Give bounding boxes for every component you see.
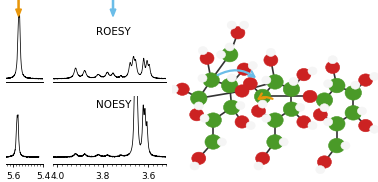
- Circle shape: [190, 162, 199, 170]
- Circle shape: [303, 90, 317, 103]
- Circle shape: [279, 138, 288, 146]
- Circle shape: [205, 135, 222, 149]
- Circle shape: [169, 85, 178, 93]
- Circle shape: [341, 142, 350, 150]
- Circle shape: [222, 78, 238, 93]
- Circle shape: [370, 125, 378, 133]
- Circle shape: [370, 72, 378, 80]
- Circle shape: [235, 116, 249, 128]
- Circle shape: [324, 118, 333, 126]
- Circle shape: [217, 138, 226, 146]
- Circle shape: [328, 116, 345, 131]
- Circle shape: [254, 162, 263, 170]
- Circle shape: [237, 63, 251, 75]
- Circle shape: [328, 78, 345, 93]
- Circle shape: [175, 83, 189, 95]
- Circle shape: [316, 93, 333, 107]
- Circle shape: [296, 103, 305, 111]
- Circle shape: [222, 47, 238, 62]
- Circle shape: [200, 52, 214, 64]
- Text: ROESY: ROESY: [96, 27, 131, 37]
- Circle shape: [225, 43, 234, 51]
- Circle shape: [357, 107, 366, 115]
- Circle shape: [258, 100, 267, 108]
- Circle shape: [351, 81, 360, 89]
- Circle shape: [236, 102, 245, 110]
- Circle shape: [267, 135, 283, 149]
- Circle shape: [345, 106, 361, 120]
- Circle shape: [248, 62, 257, 70]
- Circle shape: [297, 68, 311, 81]
- Circle shape: [203, 73, 219, 87]
- Circle shape: [198, 74, 207, 82]
- Circle shape: [254, 89, 271, 104]
- Circle shape: [251, 105, 265, 117]
- Circle shape: [235, 85, 249, 97]
- Circle shape: [308, 67, 317, 75]
- Circle shape: [328, 56, 337, 64]
- Circle shape: [297, 116, 311, 128]
- Circle shape: [345, 86, 361, 100]
- Circle shape: [283, 82, 300, 96]
- Circle shape: [200, 114, 209, 122]
- Circle shape: [313, 108, 327, 121]
- Circle shape: [308, 122, 317, 130]
- Circle shape: [227, 21, 236, 29]
- Circle shape: [316, 166, 325, 174]
- Circle shape: [359, 74, 373, 86]
- Circle shape: [267, 75, 283, 89]
- Circle shape: [192, 152, 206, 165]
- Circle shape: [190, 108, 204, 121]
- Circle shape: [266, 48, 276, 56]
- Circle shape: [262, 114, 271, 122]
- Circle shape: [320, 104, 329, 112]
- Circle shape: [264, 54, 278, 66]
- Circle shape: [267, 113, 283, 127]
- Circle shape: [289, 78, 298, 86]
- Circle shape: [283, 102, 300, 116]
- Circle shape: [246, 122, 255, 130]
- Text: NOESY: NOESY: [96, 100, 132, 110]
- Circle shape: [262, 76, 271, 84]
- Circle shape: [243, 78, 257, 90]
- Circle shape: [359, 119, 373, 132]
- Circle shape: [191, 91, 207, 106]
- Circle shape: [240, 21, 249, 29]
- Circle shape: [223, 100, 240, 115]
- Circle shape: [318, 156, 332, 168]
- Circle shape: [194, 102, 203, 110]
- Circle shape: [256, 152, 270, 165]
- Circle shape: [328, 138, 345, 153]
- Circle shape: [205, 113, 222, 127]
- Circle shape: [324, 80, 333, 88]
- Circle shape: [227, 74, 236, 82]
- Circle shape: [231, 27, 245, 39]
- Circle shape: [326, 61, 340, 74]
- Circle shape: [217, 51, 226, 59]
- Circle shape: [198, 47, 208, 55]
